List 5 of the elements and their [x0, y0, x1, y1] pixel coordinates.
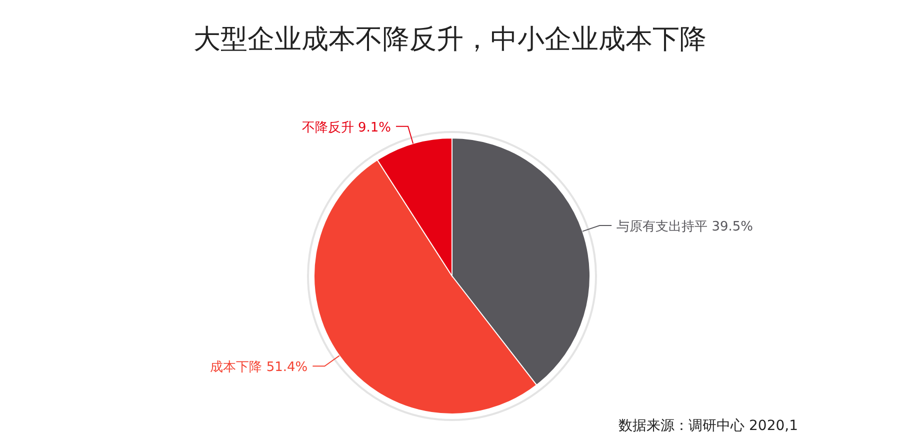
- chart-title: 大型企业成本不降反升，中小企业成本下降: [194, 24, 706, 55]
- slice-label: 成本下降 51.4%: [210, 360, 308, 376]
- source-note: 数据来源：调研中心 2020,1: [618, 418, 798, 434]
- slice-label: 与原有支出持平 39.5%: [616, 219, 754, 234]
- slice-label: 不降反升 9.1%: [302, 120, 392, 136]
